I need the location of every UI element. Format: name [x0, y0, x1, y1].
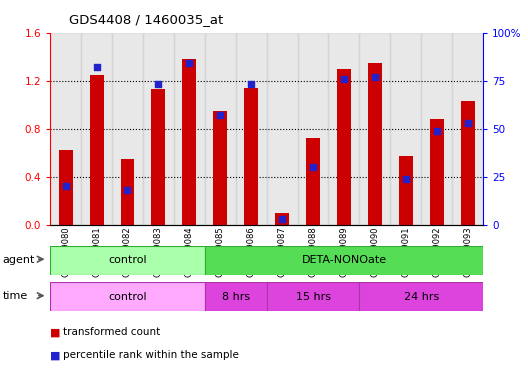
Bar [360, 282, 483, 311]
Point [402, 175, 410, 182]
Point [154, 81, 163, 88]
Bar [360, 33, 390, 225]
Bar [275, 213, 289, 225]
Bar [59, 150, 72, 225]
Bar [90, 74, 103, 225]
Point [464, 120, 472, 126]
Text: agent: agent [3, 255, 35, 265]
Bar [50, 246, 205, 275]
Point [309, 164, 317, 170]
Bar [152, 89, 165, 225]
Bar [143, 33, 174, 225]
Text: time: time [3, 291, 28, 301]
Bar [235, 33, 267, 225]
Bar [461, 101, 475, 225]
Bar [50, 282, 205, 311]
Bar [399, 156, 413, 225]
Text: 15 hrs: 15 hrs [296, 291, 331, 302]
Bar [452, 33, 483, 225]
Bar [205, 282, 267, 311]
Text: percentile rank within the sample: percentile rank within the sample [63, 350, 239, 360]
Bar [213, 111, 227, 225]
Text: GDS4408 / 1460035_at: GDS4408 / 1460035_at [69, 13, 223, 26]
Point [216, 112, 224, 118]
Bar [306, 138, 320, 225]
Point [340, 76, 348, 82]
Bar [112, 33, 143, 225]
Point [371, 74, 379, 80]
Bar [267, 33, 298, 225]
Bar [182, 59, 196, 225]
Bar [205, 33, 235, 225]
Point [432, 127, 441, 134]
Text: ■: ■ [50, 327, 61, 337]
Text: 24 hrs: 24 hrs [403, 291, 439, 302]
Point [123, 187, 131, 193]
Bar [328, 33, 360, 225]
Text: control: control [108, 255, 147, 265]
Bar [267, 282, 360, 311]
Bar [368, 63, 382, 225]
Bar [50, 33, 81, 225]
Bar [81, 33, 112, 225]
Bar [244, 88, 258, 225]
Bar [430, 119, 444, 225]
Text: control: control [108, 291, 147, 302]
Point [247, 81, 256, 88]
Bar [120, 159, 135, 225]
Text: transformed count: transformed count [63, 327, 161, 337]
Bar [421, 33, 452, 225]
Bar [298, 33, 328, 225]
Text: ■: ■ [50, 350, 61, 360]
Point [278, 216, 286, 222]
Text: DETA-NONOate: DETA-NONOate [301, 255, 386, 265]
Bar [390, 33, 421, 225]
Point [92, 64, 101, 70]
Bar [337, 69, 351, 225]
Bar [205, 246, 483, 275]
Text: 8 hrs: 8 hrs [222, 291, 250, 302]
Point [61, 183, 70, 189]
Bar [174, 33, 205, 225]
Point [185, 60, 194, 66]
